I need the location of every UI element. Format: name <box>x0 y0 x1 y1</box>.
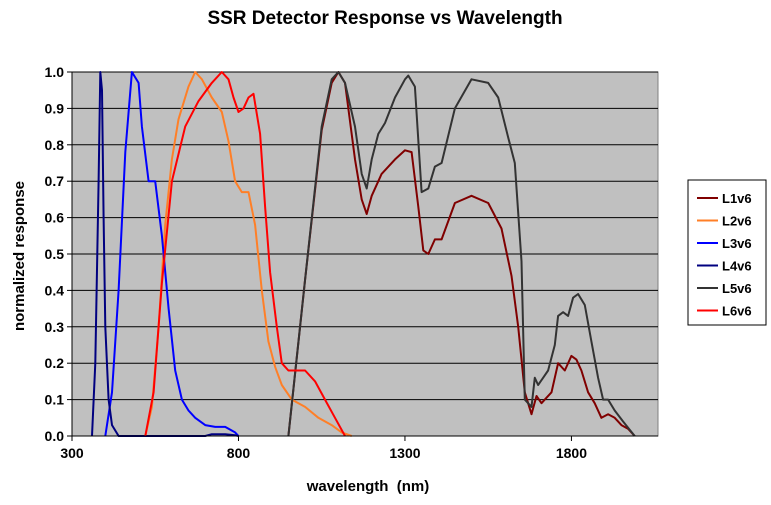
legend-label-l6v6: L6v6 <box>722 304 752 319</box>
y-tick-label: 0.7 <box>45 173 65 189</box>
legend-label-l2v6: L2v6 <box>722 214 752 229</box>
y-tick-label: 0.6 <box>45 210 65 226</box>
series-line-l5v6 <box>287 71 636 437</box>
x-axis-label: wavelength (nm) <box>306 478 430 495</box>
x-tick-label: 1800 <box>556 445 587 461</box>
y-tick-label: 0.3 <box>45 319 65 335</box>
series-line-l4v6 <box>91 71 239 437</box>
legend-label-l4v6: L4v6 <box>722 259 752 274</box>
legend-label-l1v6: L1v6 <box>722 191 752 206</box>
legend-label-l3v6: L3v6 <box>722 236 752 251</box>
y-tick-label: 0.0 <box>45 428 65 444</box>
legend-label-l5v6: L5v6 <box>722 281 752 296</box>
y-tick-label: 0.4 <box>45 282 65 298</box>
x-tick-label: 800 <box>227 445 251 461</box>
chart-title: SSR Detector Response vs Wavelength <box>207 8 562 29</box>
series-line-l6v6 <box>144 71 346 437</box>
y-tick-label: 1.0 <box>45 64 65 80</box>
y-tick-label: 0.2 <box>45 355 65 371</box>
legend: L1v6 L2v6 L3v6 L4v6 L5v6 L6v6 <box>687 179 767 326</box>
series-line-l1v6 <box>287 71 636 437</box>
y-tick-label: 0.5 <box>45 246 65 262</box>
y-tick-label: 0.1 <box>45 392 65 408</box>
series-line-l3v6 <box>104 71 240 437</box>
y-axis-label: normalized response <box>11 181 28 331</box>
legend-box <box>687 179 767 326</box>
gridlines <box>72 71 658 401</box>
series-lines <box>91 71 636 437</box>
x-axis-ticks: 300 800 1300 1800 <box>60 436 587 461</box>
y-tick-label: 0.8 <box>45 137 65 153</box>
x-tick-label: 1300 <box>389 445 420 461</box>
y-axis-ticks: 0.0 0.1 0.2 0.3 0.4 0.5 0.6 0.7 0.8 0.9 1.0 <box>45 64 72 444</box>
x-tick-label: 300 <box>60 445 84 461</box>
series-line-l2v6 <box>144 71 353 437</box>
y-tick-label: 0.9 <box>45 100 65 116</box>
